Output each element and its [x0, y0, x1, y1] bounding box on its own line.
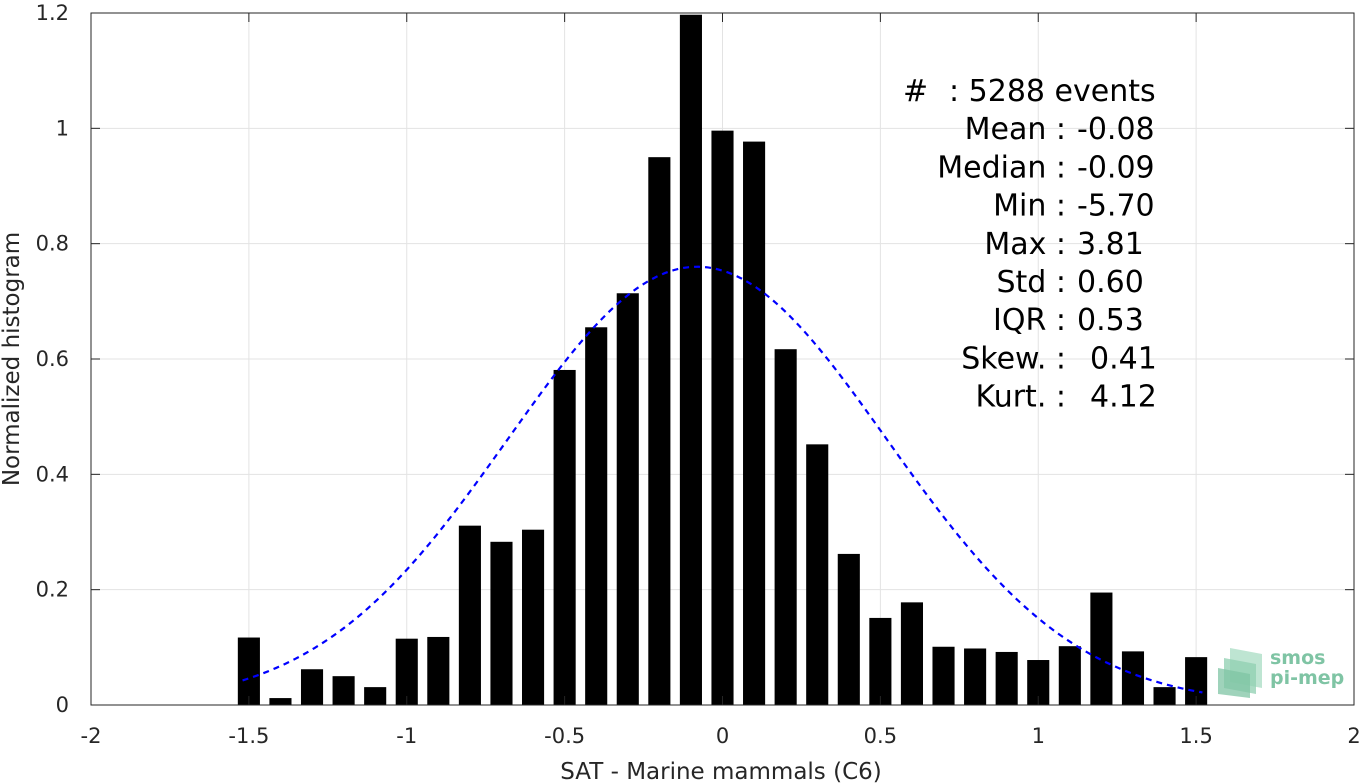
histogram-bar [1090, 592, 1113, 705]
histogram-bar [585, 327, 608, 705]
stat-label: Mean : [965, 112, 1066, 147]
stat-row: Skew. : 0.41 [961, 341, 1157, 376]
stat-row: Max : 3.81 [984, 227, 1143, 262]
y-tick-label: 1.2 [36, 1, 69, 25]
histogram-bar [1153, 687, 1176, 705]
stat-label: Kurt. : [976, 380, 1066, 415]
histogram-bar [395, 638, 418, 705]
stat-label: Median : [937, 150, 1066, 185]
histogram-bar [616, 293, 639, 705]
stat-label: Skew. : [961, 341, 1066, 376]
histogram-bar [869, 617, 892, 705]
stat-value: 3.81 [1077, 227, 1144, 262]
y-axis-ticks: 0 0.2 0.4 0.6 0.8 1 1.2 [36, 1, 1354, 717]
stat-value: 0.53 [1077, 303, 1144, 338]
y-tick-label: 0.4 [36, 462, 69, 486]
histogram-bar [490, 541, 513, 705]
stat-row: # : 5288 events [903, 74, 1156, 109]
histogram-bar [1058, 646, 1081, 705]
histogram-bar [521, 529, 545, 705]
histogram-bar [648, 157, 671, 705]
histogram-bar [237, 637, 260, 705]
histogram-bar [995, 651, 1018, 705]
y-tick-label: 0.2 [36, 578, 69, 602]
x-tick-label: -1.5 [228, 724, 269, 748]
stat-row: Kurt. : 4.12 [976, 380, 1157, 415]
stat-value: -5.70 [1077, 189, 1155, 224]
x-tick-label: 1 [1032, 724, 1045, 748]
stat-value: : 5288 events [949, 74, 1156, 109]
x-tick-label: -1 [396, 724, 417, 748]
stat-value: 0.60 [1077, 265, 1144, 300]
stat-row: IQR : 0.53 [993, 303, 1144, 338]
histogram-bar [1027, 660, 1050, 705]
stat-row: Median : -0.09 [937, 150, 1154, 185]
logo-line-1: smos [1270, 647, 1325, 669]
y-tick-label: 0.6 [36, 347, 69, 371]
logo-emblem-icon [1218, 648, 1262, 698]
x-tick-label: -0.5 [544, 724, 585, 748]
histogram-bar [837, 553, 860, 705]
logo-line-2: pi-mep [1270, 667, 1344, 689]
stat-row: Mean : -0.08 [965, 112, 1155, 147]
histogram-bar [458, 525, 481, 705]
x-tick-label: 2 [1347, 724, 1360, 748]
histogram-bar [932, 646, 955, 705]
smos-pi-mep-logo: smos pi-mep [1218, 647, 1344, 698]
stat-value: 0.41 [1090, 341, 1157, 376]
x-axis-ticks: -2 -1.5 -1 -0.5 0 0.5 1 1.5 2 [81, 13, 1361, 748]
stat-value: -0.09 [1077, 150, 1155, 185]
stat-label: Min : [993, 189, 1066, 224]
x-tick-label: -2 [81, 724, 102, 748]
histogram-bar [427, 636, 450, 705]
x-axis-label: SAT - Marine mammals (C6) [560, 759, 882, 784]
stat-label: # [903, 74, 928, 109]
histogram-bar [774, 349, 797, 705]
gaussian-fit-curve [242, 265, 1203, 694]
histogram-bar [743, 141, 766, 705]
histogram-bar [364, 687, 387, 705]
y-tick-label: 1 [56, 116, 69, 140]
stat-row: Min : -5.70 [993, 189, 1155, 224]
stat-value: 4.12 [1090, 380, 1157, 415]
stat-value: -0.08 [1077, 112, 1155, 147]
stat-row: Std : 0.60 [997, 265, 1144, 300]
x-tick-label: 0.5 [864, 724, 897, 748]
histogram-bar [964, 648, 987, 705]
stat-label: IQR : [993, 303, 1066, 338]
y-tick-label: 0.8 [36, 232, 69, 256]
histogram-bar [711, 130, 734, 705]
x-tick-label: 0 [716, 724, 729, 748]
stat-label: Max : [984, 227, 1066, 262]
histogram-bar [1121, 651, 1145, 705]
histogram-bar [300, 669, 324, 705]
histogram-bar [269, 698, 292, 705]
histogram-bar [806, 444, 829, 705]
stat-label: Std : [997, 265, 1067, 300]
histogram-bar [553, 369, 576, 705]
y-tick-label: 0 [56, 693, 69, 717]
y-axis-label: Normalized histogram [0, 232, 25, 486]
histogram-bar [332, 676, 355, 705]
histogram-bar [679, 14, 702, 706]
histogram-bar [900, 602, 924, 705]
x-tick-label: 1.5 [1179, 724, 1212, 748]
